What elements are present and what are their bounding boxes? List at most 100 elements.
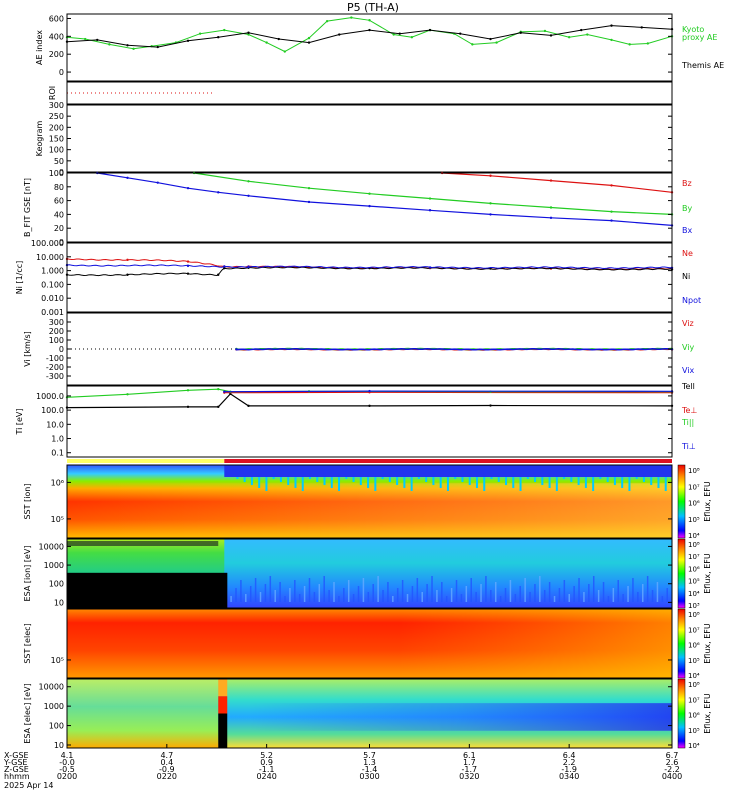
ytick-label: 300 [49,101,64,110]
data-point [610,184,613,187]
legend-entry: Tell [681,382,695,391]
panel-frame [66,385,673,458]
spectrogram-streak [318,584,321,602]
spectrogram-streak [583,592,585,602]
spectrogram-streak [287,477,290,485]
xaxis-row-label: 2025 Apr 14 [4,781,53,790]
ytick-label: 10.000 [36,253,64,262]
spectrogram-streak [661,596,664,602]
xtick-label: 0.4 [160,758,173,767]
ytick-label: 0 [59,238,64,247]
legend-entry: Npot [682,296,701,305]
panel-b: 0 20 40 60 80 100 B_FIT GSE [nT] Bz By Bx [23,169,692,247]
xtick-label: -0.0 [59,758,75,767]
legend-entry: Themis AE [681,61,724,70]
spectrogram-streak [461,477,464,482]
ytick-label: 80 [54,183,64,192]
data-point [126,258,129,262]
ytick-label: -200 [46,363,64,372]
data-point [307,186,311,190]
spectrogram-streak [505,477,508,485]
data-point [126,44,129,47]
legend-entry: Bx [682,226,692,235]
data-point [368,204,371,208]
spectrogram-streak [455,580,458,602]
xtick-label: 0.9 [260,758,273,767]
data-point [549,206,553,209]
panel-frame [66,242,673,313]
data-point [307,36,311,40]
ylabel: ESA [ion] [eV] [23,546,32,602]
spectrogram-streak [468,477,471,485]
spectrogram-streak [446,477,449,491]
spectrogram-streak [592,576,595,602]
ytick-label: -300 [46,372,64,381]
legend-entry: Viy [682,343,695,352]
data-point [428,209,432,212]
data-point [96,38,99,42]
spectrogram-streak [607,596,610,602]
series-line [236,347,673,351]
spectrogram-streak [359,477,362,485]
spectrogram-fade [67,483,672,538]
colorbar-label: Eflux, EFU [703,553,712,594]
data-point [368,192,371,195]
spectrogram-streak [235,588,237,602]
data-point [307,41,311,44]
spectrogram-streak [374,477,377,491]
xtick-label: 6.1 [463,751,476,760]
spectrogram-streak [664,477,667,491]
spectrogram-streak [367,592,370,602]
xtick-label: 4.7 [160,751,173,760]
data-point [223,28,226,32]
ytick-label: 200 [49,327,64,336]
spectrogram-streak [657,477,660,488]
spectrogram-streak [362,578,365,602]
data-point [265,41,268,44]
data-point [489,174,492,177]
spectrogram-streak [519,586,521,602]
data-point [368,404,371,408]
data-point [549,179,553,182]
spectrogram-streak [563,580,566,602]
data-point [471,43,474,46]
colorbar-tick: 10⁵ [688,516,700,524]
spectrogram-streak [264,584,267,602]
panel-frame [66,464,673,539]
data-point [580,28,583,32]
data-point [186,272,190,275]
gap-top [218,679,228,697]
spectrogram-streak [313,592,316,602]
spectrogram-streak [637,592,639,602]
data-point [277,37,280,41]
spectrogram-streak [382,590,384,602]
data-point [428,266,432,269]
spectrogram-streak [483,477,486,491]
spectrogram-streak [432,477,435,485]
colorbar-label: Eflux, EFU [703,693,712,734]
ytick-label: -100 [46,354,64,363]
mode-bar-slow [67,459,225,463]
spectrogram-streak [396,588,399,602]
colorbar [677,538,686,609]
spectrogram-streak [328,590,330,602]
colorbar-tick: 10⁷ [688,626,700,634]
spectrogram-streak [439,477,442,488]
data-point [126,273,129,276]
spectrogram-streak [497,477,500,482]
xtick-label: 0300 [359,772,379,781]
gap-bottom [218,713,228,748]
spectrogram-streak [240,580,242,602]
ylabel: Ni [1/cc] [15,261,24,295]
spectrogram-streak [470,578,472,602]
colorbar-tick: 10⁵ [688,578,700,586]
data-point [392,33,395,36]
spectrogram-streak [274,590,276,602]
legend-entry: Ne [682,249,693,258]
series-line [66,264,673,270]
spectrogram-streak [294,477,297,488]
data-point [247,265,250,268]
panel-keogram: 0 50 100 150 200 250 300 Keogram [35,101,673,177]
spectrogram-streak [504,588,507,602]
